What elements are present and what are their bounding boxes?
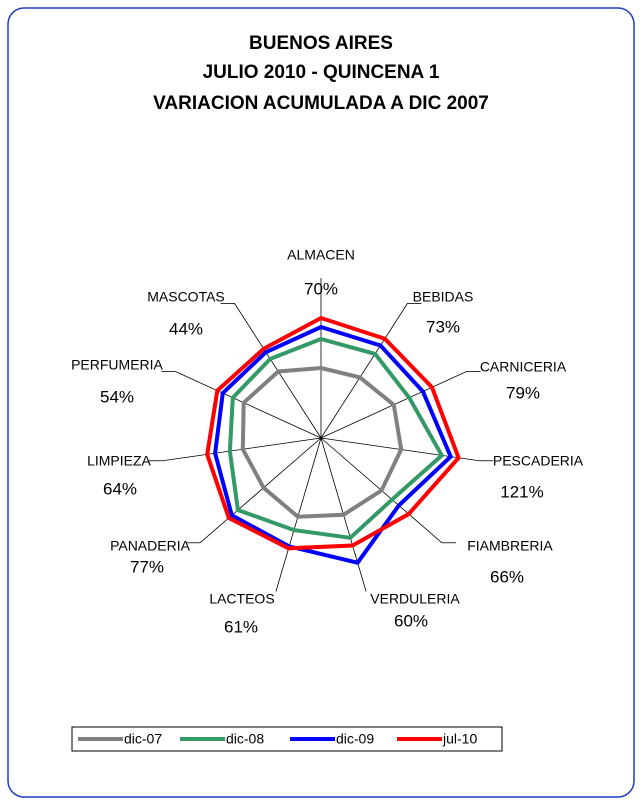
variation-label: 64% xyxy=(103,479,137,498)
variation-label: 60% xyxy=(394,611,428,630)
category-label: CARNICERIA xyxy=(480,359,567,375)
category-label: VERDULERIA xyxy=(370,591,460,607)
category-label: PANADERIA xyxy=(110,538,191,554)
category-label: PERFUMERIA xyxy=(71,357,163,373)
spoke xyxy=(199,437,322,544)
variation-label: 73% xyxy=(426,317,460,336)
series-line xyxy=(213,324,454,565)
chart-title: VARIACION ACUMULADA A DIC 2007 xyxy=(153,93,489,114)
variation-label: 70% xyxy=(304,279,338,298)
category-label: MASCOTAS xyxy=(147,289,225,305)
spoke xyxy=(320,303,408,439)
legend-label: dic-09 xyxy=(336,731,374,747)
variation-label: 121% xyxy=(500,482,543,501)
category-label: ALMACEN xyxy=(287,247,355,263)
category-label: LIMPIEZA xyxy=(87,453,151,469)
series-line xyxy=(227,336,445,540)
chart-title: BUENOS AIRES xyxy=(249,33,393,54)
series-line xyxy=(205,315,461,551)
category-label: FIAMBRERIA xyxy=(467,538,553,554)
variation-label: 61% xyxy=(224,617,258,636)
series-line xyxy=(240,365,404,519)
variation-label: 79% xyxy=(506,383,540,402)
legend-label: dic-08 xyxy=(226,731,264,747)
variation-label: 66% xyxy=(490,567,524,586)
category-label: BEBIDAS xyxy=(413,289,474,305)
legend-label: dic-07 xyxy=(124,731,162,747)
legend-label: jul-10 xyxy=(442,731,477,747)
variation-label: 44% xyxy=(169,319,203,338)
spoke xyxy=(175,371,322,439)
category-label: LACTEOS xyxy=(209,591,274,607)
category-label: PESCADERIA xyxy=(493,453,584,469)
variation-label: 77% xyxy=(130,557,164,576)
chart-title: JULIO 2010 - QUINCENA 1 xyxy=(203,62,440,83)
variation-label: 54% xyxy=(100,387,134,406)
